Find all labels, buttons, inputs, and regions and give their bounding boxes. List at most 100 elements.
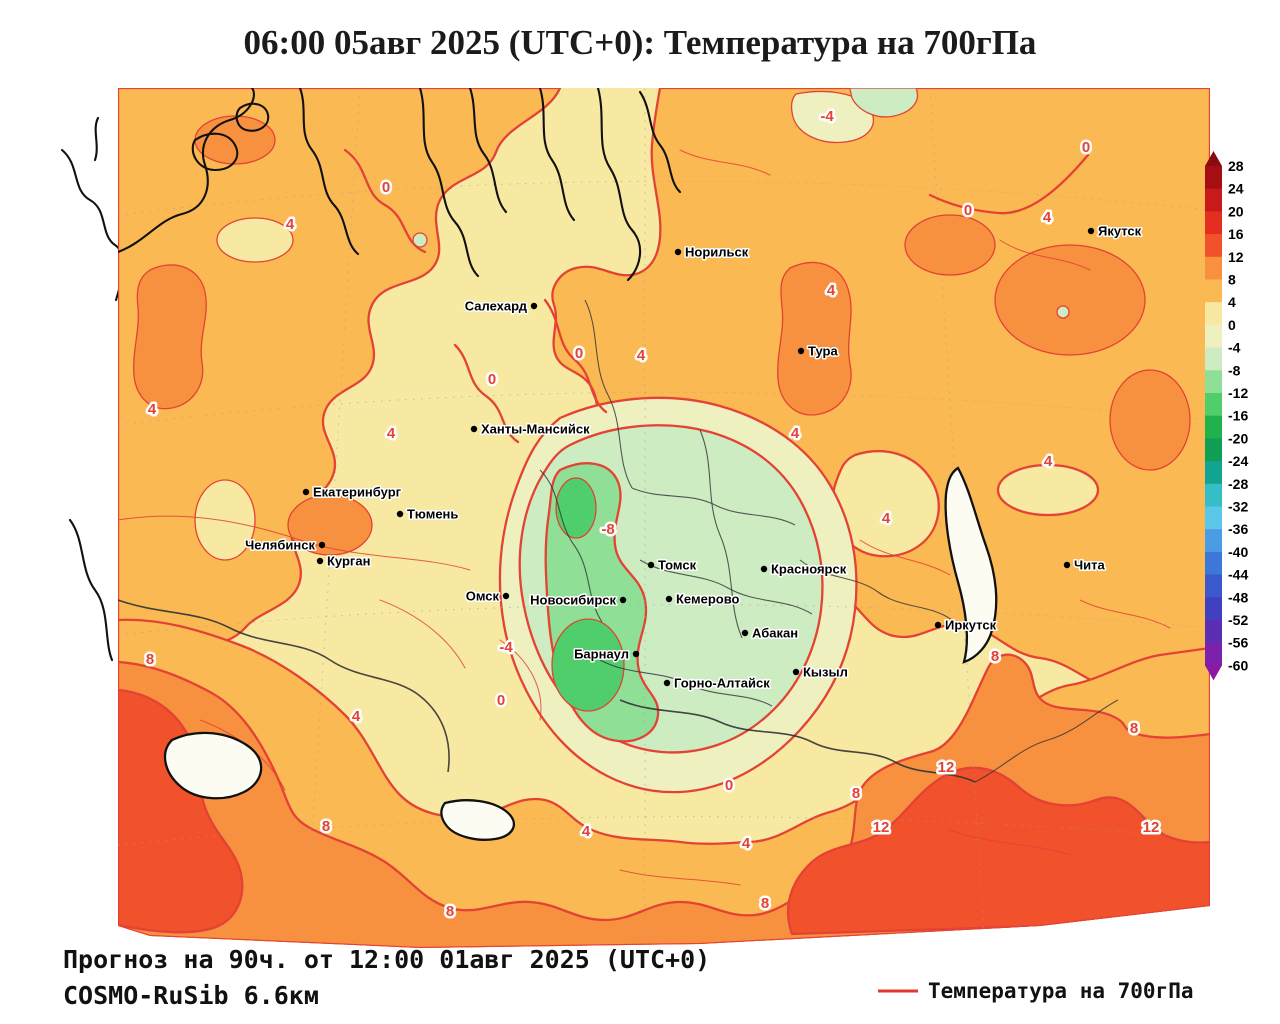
contour-value-label: 4 bbox=[387, 425, 396, 442]
city-label: Кемерово bbox=[676, 592, 740, 607]
colorbar-segment bbox=[1205, 461, 1222, 485]
colorbar-segment bbox=[1205, 347, 1222, 371]
temperature-colorbar: 28 24 20 16 12 8 4 0 -4 -8 -12 -16 -20 -24 -28 -32 -36 -4… bbox=[1205, 151, 1248, 681]
map-arctic-green-patch bbox=[849, 88, 918, 118]
contour-value-label: 4 bbox=[352, 708, 361, 725]
city-dot bbox=[530, 302, 538, 310]
contour-value-label: 4 bbox=[827, 282, 836, 299]
city-dot bbox=[663, 679, 671, 687]
colorbar-arrow-top bbox=[1205, 151, 1222, 166]
city-label: Чита bbox=[1074, 558, 1105, 573]
city-dot bbox=[302, 488, 310, 496]
contour-value-label: 4 bbox=[742, 835, 751, 852]
colorbar-tick-label: -12 bbox=[1228, 385, 1248, 401]
contour-value-label: 0 bbox=[488, 371, 496, 388]
city-dot bbox=[934, 621, 942, 629]
colorbar-segment bbox=[1205, 234, 1222, 258]
colorbar-segment bbox=[1205, 188, 1222, 212]
city-label: Тура bbox=[808, 344, 838, 359]
map-arctic-cold-pocket bbox=[790, 90, 875, 144]
colorbar-segment bbox=[1205, 279, 1222, 303]
contour-value-label: 0 bbox=[725, 777, 733, 794]
colorbar-tick-label: -20 bbox=[1228, 430, 1248, 446]
colorbar-tick-label: 20 bbox=[1228, 203, 1244, 219]
map-zone-m16-m12-core bbox=[551, 618, 625, 712]
map-zone-12-16-southeast bbox=[786, 766, 1210, 936]
colorbar-segment bbox=[1205, 529, 1222, 553]
map-zone-8-12-patch bbox=[994, 244, 1146, 356]
city-dot bbox=[396, 510, 404, 518]
contour-value-label: 0 bbox=[575, 345, 583, 362]
city-label: Тюмень bbox=[407, 507, 458, 522]
colorbar-tick-label: -4 bbox=[1228, 340, 1241, 356]
colorbar-segment bbox=[1205, 211, 1222, 235]
colorbar-tick-label: 4 bbox=[1228, 294, 1236, 310]
city-label: Омск bbox=[466, 589, 500, 604]
map-zone-8-12-patch bbox=[1109, 369, 1191, 471]
map-zone-8-12-ural-patch bbox=[133, 264, 207, 410]
city-dot bbox=[502, 592, 510, 600]
contour-labels: -4 0 0 4 0 4 4 0 4 0 4 4 4 4 4 -8 -4 8 8 0 4 8 12 0 8 8 12 12 4 4 8 8 bbox=[143, 106, 1162, 923]
colorbar-tick-label: -44 bbox=[1228, 567, 1248, 583]
map-zone-8-12-patch bbox=[904, 214, 996, 276]
admin-borders bbox=[118, 299, 1119, 783]
colorbar-tick-label: -36 bbox=[1228, 521, 1248, 537]
city-dot bbox=[632, 650, 640, 658]
city-label: Томск bbox=[658, 558, 697, 573]
colorbar-segment bbox=[1205, 166, 1222, 190]
contour-value-label: 8 bbox=[991, 648, 999, 665]
colorbar-tick-label: -8 bbox=[1228, 362, 1241, 378]
temperature-field bbox=[118, 88, 1210, 948]
colorbar-segment bbox=[1205, 302, 1222, 326]
city-dot bbox=[665, 595, 673, 603]
map-zone-8-12-patch bbox=[287, 494, 373, 556]
colorbar-segment bbox=[1205, 574, 1222, 598]
colorbar-segment bbox=[1205, 438, 1222, 462]
city-dot bbox=[318, 541, 326, 549]
city-label: Екатеринбург bbox=[313, 485, 402, 500]
map-green-speck bbox=[412, 232, 428, 248]
colorbar-tick-label: 12 bbox=[1228, 249, 1244, 265]
contour-value-label: 8 bbox=[761, 895, 769, 912]
contour-value-label: 4 bbox=[286, 216, 295, 233]
map-zone-8-12-tura-patch bbox=[777, 261, 852, 416]
colorbar-segment bbox=[1205, 551, 1222, 576]
map-pale-corridor bbox=[996, 463, 1100, 517]
colorbar-tick-label: 24 bbox=[1228, 181, 1244, 197]
city-label: Иркутск bbox=[945, 618, 997, 633]
contour-value-label: -4 bbox=[499, 639, 513, 656]
colorbar-tick-label: -32 bbox=[1228, 499, 1248, 515]
map-pale-corridor bbox=[831, 450, 940, 558]
city-dot bbox=[619, 596, 627, 604]
contour-value-label: 8 bbox=[852, 785, 860, 802]
map-pale-patch bbox=[194, 479, 256, 561]
city-label: Ханты-Мансийск bbox=[481, 422, 590, 437]
contour-value-label: 12 bbox=[873, 819, 890, 836]
colorbar-segment bbox=[1205, 415, 1222, 439]
map-zone-8-12-patch bbox=[194, 115, 276, 165]
lake-south bbox=[440, 799, 516, 841]
contour-value-label: 4 bbox=[148, 401, 157, 418]
contour-value-label: 8 bbox=[1130, 720, 1138, 737]
colorbar-tick-label: 28 bbox=[1228, 158, 1244, 174]
contour-value-label: 8 bbox=[446, 903, 454, 920]
contour-value-label: 0 bbox=[382, 179, 390, 196]
contour-value-label: 8 bbox=[146, 651, 154, 668]
city-dot bbox=[760, 565, 768, 573]
colorbar-tick-label: 0 bbox=[1228, 317, 1236, 333]
city-dot bbox=[797, 347, 805, 355]
contour-value-label: 4 bbox=[1043, 209, 1052, 226]
colorbar-tick-label: -16 bbox=[1228, 408, 1248, 424]
contour-value-label: 0 bbox=[964, 202, 972, 219]
city-label: Салехард bbox=[465, 299, 528, 314]
colorbar-tick-label: 16 bbox=[1228, 226, 1244, 242]
colorbar-tick-label: -56 bbox=[1228, 635, 1248, 651]
colorbar-tick-label: 8 bbox=[1228, 272, 1236, 288]
contour-value-label: 4 bbox=[791, 425, 800, 442]
map-title: 06:00 05авг 2025 (UTC+0): Температура на… bbox=[244, 23, 1037, 62]
city-label: Кызыл bbox=[803, 665, 848, 680]
colorbar-tick-label: -40 bbox=[1228, 544, 1248, 560]
city-label: Новосибирск bbox=[530, 593, 616, 608]
